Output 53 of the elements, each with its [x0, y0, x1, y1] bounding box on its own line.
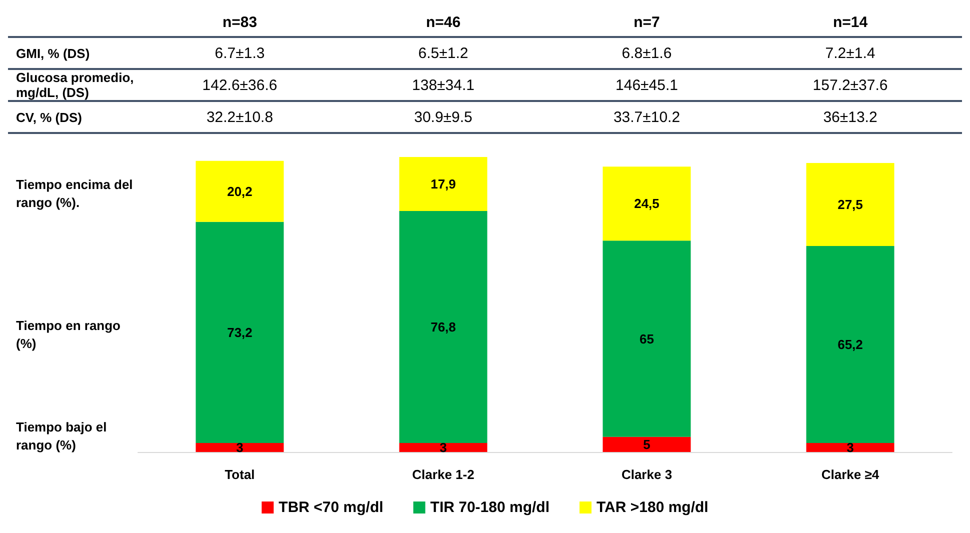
bar	[602, 166, 691, 241]
bar	[602, 240, 691, 437]
text: 7.2±1.4	[824, 44, 876, 62]
text: n=14	[832, 14, 869, 30]
data-label: 27,5	[838, 197, 863, 212]
x-tick-label: Clarke 1-2	[412, 467, 474, 482]
text: 32.2±10.8	[205, 108, 274, 126]
data-label: 3	[236, 440, 244, 455]
bar	[806, 246, 894, 443]
legend-label: TBR <70 mg/dl	[278, 499, 384, 516]
data-label: 65,2	[838, 336, 863, 352]
data-label: 3	[440, 440, 447, 455]
text: n=83	[221, 14, 258, 30]
text: 30.9±9.5	[413, 108, 474, 126]
x-tick-label: Clarke ≥4	[821, 467, 880, 482]
data-label: 20,2	[227, 184, 252, 199]
text: n=7	[632, 14, 661, 30]
data-label: 65	[640, 331, 654, 346]
data-label: 3	[846, 440, 854, 455]
bar	[602, 436, 691, 452]
text: CV, % (DS)	[15, 110, 83, 124]
data-label: 5	[643, 436, 650, 452]
bar	[399, 156, 488, 212]
data-label: 73,2	[227, 324, 252, 340]
bar	[399, 211, 488, 443]
bar	[399, 442, 488, 452]
text: Tiempo encima del rango (%).	[16, 176, 136, 210]
bar	[196, 222, 284, 443]
text: n=46	[424, 14, 462, 30]
bar	[196, 160, 284, 222]
bar	[806, 162, 894, 246]
text: 142.6±36.6	[201, 76, 278, 94]
text: 6.7±1.3	[214, 44, 266, 62]
data-label: 17,9	[430, 176, 456, 192]
text: Glucosa promedio, mg/dL, (DS)	[15, 70, 135, 100]
text: Tiempo bajo el rango (%)	[16, 419, 110, 452]
text: 138±34.1	[411, 76, 476, 94]
text: 33.7±10.2	[612, 108, 682, 126]
legend-label: TAR >180 mg/dl	[596, 499, 708, 516]
legend-label: TIR 70-180 mg/dl	[430, 499, 550, 516]
bar	[806, 442, 894, 452]
x-tick-label: Clarke 3	[621, 467, 672, 482]
text: Tiempo en rango (%)	[16, 318, 124, 351]
text: 36±13.2	[822, 108, 878, 126]
text: 157.2±37.6	[812, 76, 889, 94]
bar	[196, 442, 284, 452]
data-label: 24,5	[634, 196, 660, 212]
text: 146±45.1	[614, 76, 679, 94]
text: GMI, % (DS)	[15, 46, 91, 60]
x-tick-label: Total	[224, 467, 255, 482]
text: 6.5±1.2	[417, 44, 470, 62]
text: 6.8±1.6	[620, 44, 673, 62]
data-label: 76,8	[430, 319, 456, 334]
